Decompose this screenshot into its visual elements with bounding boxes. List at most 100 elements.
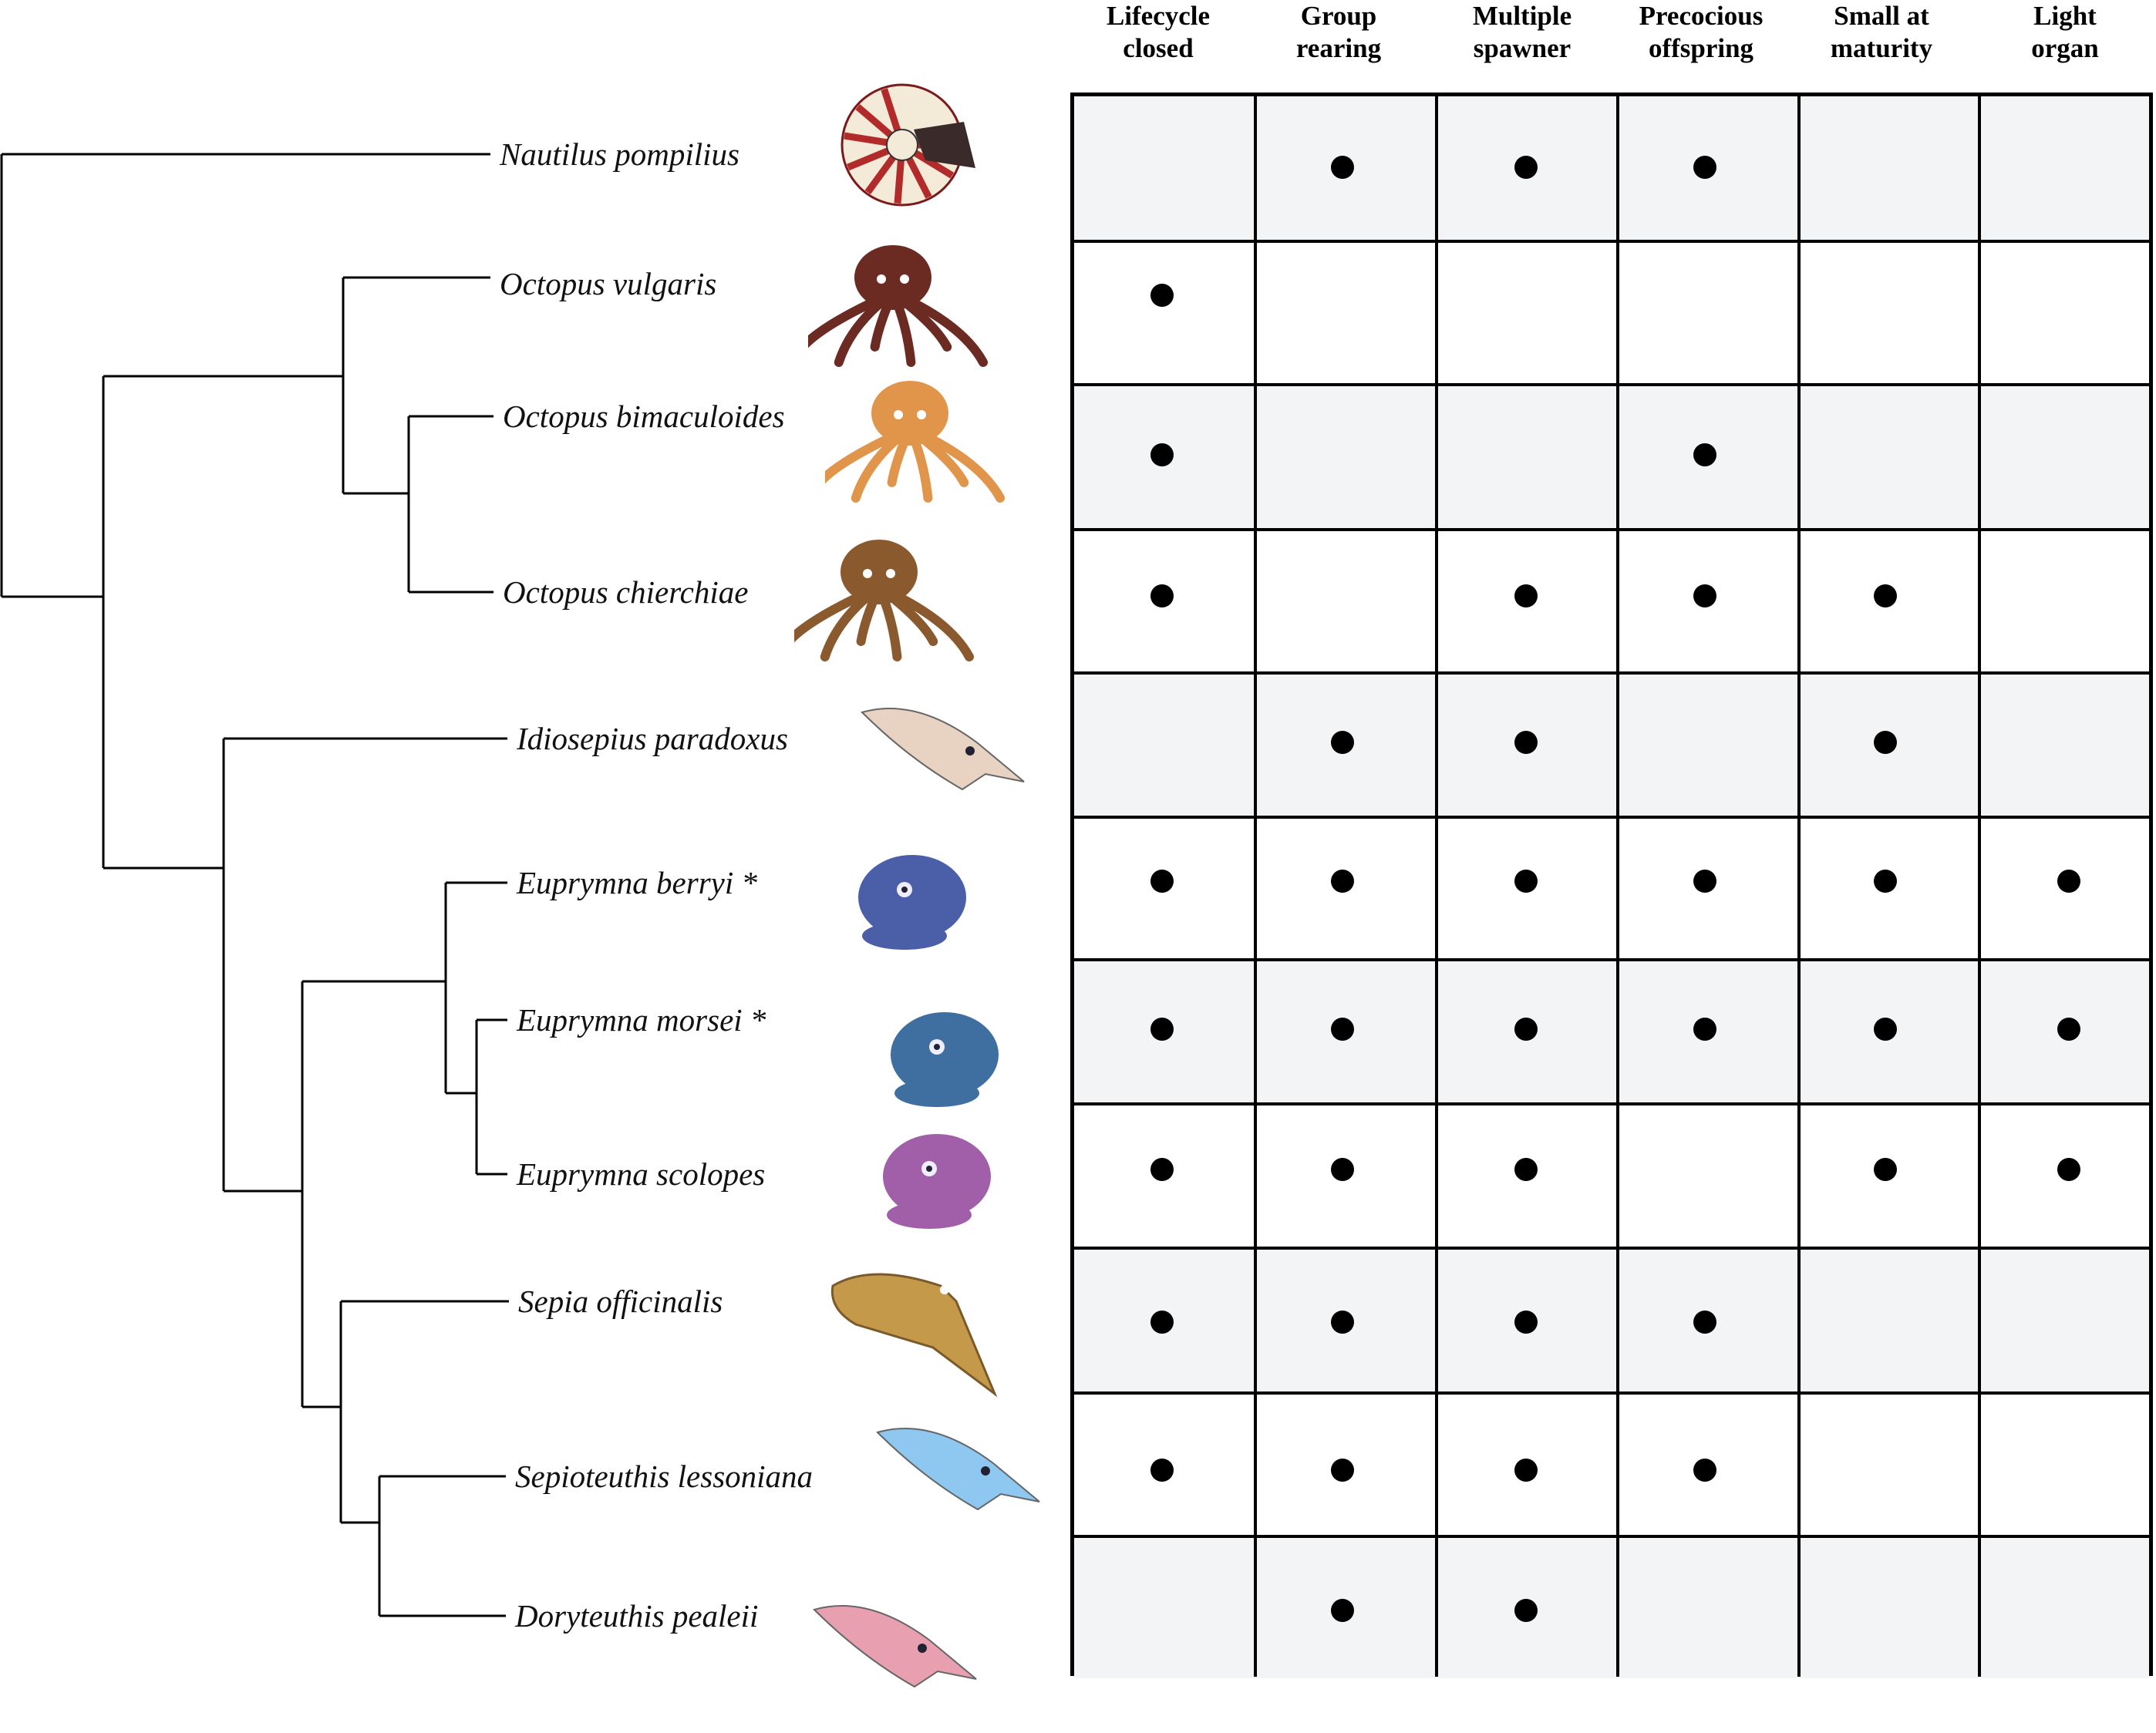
- squid-icon: [876, 1428, 1040, 1511]
- column-header-line2: closed: [1123, 33, 1194, 63]
- trait-present-dot: [1150, 284, 1174, 307]
- column-header-line2: maturity: [1830, 33, 1933, 63]
- grid-column-divider: [1254, 96, 1257, 1677]
- trait-present-dot: [1331, 156, 1354, 179]
- taxon-label: Octopus vulgaris: [500, 266, 717, 301]
- squid-icon: [813, 1605, 977, 1688]
- trait-present-dot: [1514, 1459, 1538, 1482]
- trait-present-dot: [1150, 870, 1174, 893]
- trait-present-dot: [1331, 731, 1354, 754]
- column-header: Small at maturity: [1791, 0, 1972, 65]
- taxon-label: Idiosepius paradoxus: [517, 721, 788, 756]
- taxon-label: Octopus bimaculoides: [503, 399, 785, 434]
- taxon-label: Nautilus pompilius: [500, 136, 739, 172]
- octopus-icon: [825, 381, 1005, 503]
- octopus-icon: [794, 540, 974, 661]
- trait-present-dot: [1331, 1599, 1354, 1622]
- trait-present-dot: [1874, 584, 1897, 607]
- matrix-row: [1074, 530, 2149, 673]
- column-header-line1: Multiple: [1472, 1, 1572, 31]
- column-header-line2: rearing: [1295, 33, 1382, 63]
- matrix-row: [1074, 817, 2149, 960]
- trait-present-dot: [1331, 1018, 1354, 1041]
- grid-row-divider: [1074, 1535, 2151, 1538]
- trait-present-dot: [1693, 1311, 1716, 1334]
- trait-present-dot: [2057, 870, 2080, 893]
- trait-present-dot: [1693, 870, 1716, 893]
- matrix-row: [1074, 673, 2149, 817]
- trait-present-dot: [1331, 1459, 1354, 1482]
- column-header: Group rearing: [1248, 0, 1429, 65]
- grid-row-divider: [1074, 240, 2151, 243]
- trait-present-dot: [1874, 1158, 1897, 1181]
- trait-present-dot: [2057, 1018, 2080, 1041]
- taxon-label: Sepia officinalis: [518, 1284, 723, 1319]
- trait-present-dot: [1514, 870, 1538, 893]
- taxon-label: Euprymna morsei *: [517, 1002, 766, 1038]
- column-header-line2: spawner: [1473, 33, 1572, 63]
- column-header-line1: Group: [1300, 1, 1377, 31]
- grid-row-divider: [1074, 383, 2151, 386]
- cephalopod-trait-figure: Nautilus pompilius Octopus vulgaris Octopu…: [0, 0, 2155, 1688]
- grid-row-divider: [1074, 671, 2151, 675]
- trait-present-dot: [1693, 1459, 1716, 1482]
- matrix-row: [1074, 1104, 2149, 1248]
- cuttlefish-icon: [830, 1273, 998, 1398]
- trait-present-dot: [1514, 1311, 1538, 1334]
- trait-present-dot: [1150, 1018, 1174, 1041]
- matrix-row: [1074, 96, 2149, 241]
- trait-present-dot: [1693, 156, 1716, 179]
- matrix-row: [1074, 1536, 2149, 1678]
- grid-row-divider: [1074, 816, 2151, 819]
- taxon-label: Sepioteuthis lessoniana: [515, 1459, 814, 1494]
- trait-present-dot: [2057, 1158, 2080, 1181]
- trait-present-dot: [1331, 870, 1354, 893]
- matrix-row: [1074, 385, 2149, 530]
- grid-row-divider: [1074, 1102, 2151, 1105]
- trait-matrix: [1070, 93, 2153, 1678]
- taxon-label: Octopus chierchiae: [503, 574, 749, 610]
- bobtail-squid-icon: [891, 1012, 999, 1107]
- octopus-icon: [808, 245, 988, 367]
- column-header-line2: offspring: [1648, 33, 1754, 63]
- trait-present-dot: [1150, 1311, 1174, 1334]
- trait-present-dot: [1514, 1018, 1538, 1041]
- grid-column-divider: [1616, 96, 1619, 1677]
- trait-present-dot: [1693, 584, 1716, 607]
- trait-present-dot: [1514, 584, 1538, 607]
- column-header-line1: Precocious: [1639, 1, 1764, 31]
- trait-present-dot: [1514, 1599, 1538, 1622]
- trait-present-dot: [1874, 731, 1897, 754]
- grid-column-divider: [1978, 96, 1981, 1677]
- phylogenetic-tree: [0, 153, 509, 1617]
- bobtail-squid-icon: [883, 1134, 991, 1229]
- trait-present-dot: [1331, 1311, 1354, 1334]
- trait-present-dot: [1150, 443, 1174, 466]
- trait-present-dot: [1874, 870, 1897, 893]
- grid-row-divider: [1074, 528, 2151, 531]
- grid-row-divider: [1074, 958, 2151, 961]
- trait-present-dot: [1150, 1158, 1174, 1181]
- column-header: Multiple spawner: [1432, 0, 1612, 65]
- column-header-line1: Small at: [1834, 1, 1929, 31]
- taxon-label: Euprymna berryi *: [517, 865, 758, 900]
- matrix-row: [1074, 1248, 2149, 1393]
- column-header-line2: organ: [2031, 33, 2099, 63]
- grid-column-divider: [1797, 96, 1801, 1677]
- column-header: Light organ: [1975, 0, 2155, 65]
- nautilus-icon: [841, 83, 975, 207]
- bobtail-squid-icon: [858, 855, 966, 950]
- grid-row-divider: [1074, 1247, 2151, 1250]
- column-header: Lifecycle closed: [1068, 0, 1248, 65]
- grid-row-divider: [1074, 1391, 2151, 1395]
- column-header-line1: Light: [2033, 1, 2097, 31]
- taxon-label: Euprymna scolopes: [517, 1156, 766, 1192]
- trait-present-dot: [1150, 1459, 1174, 1482]
- matrix-row: [1074, 1393, 2149, 1536]
- trait-present-dot: [1331, 1158, 1354, 1181]
- column-header: Precocious offspring: [1611, 0, 1791, 65]
- trait-present-dot: [1874, 1018, 1897, 1041]
- column-header-line1: Lifecycle: [1106, 1, 1211, 31]
- squid-icon: [861, 708, 1025, 791]
- trait-present-dot: [1150, 584, 1174, 607]
